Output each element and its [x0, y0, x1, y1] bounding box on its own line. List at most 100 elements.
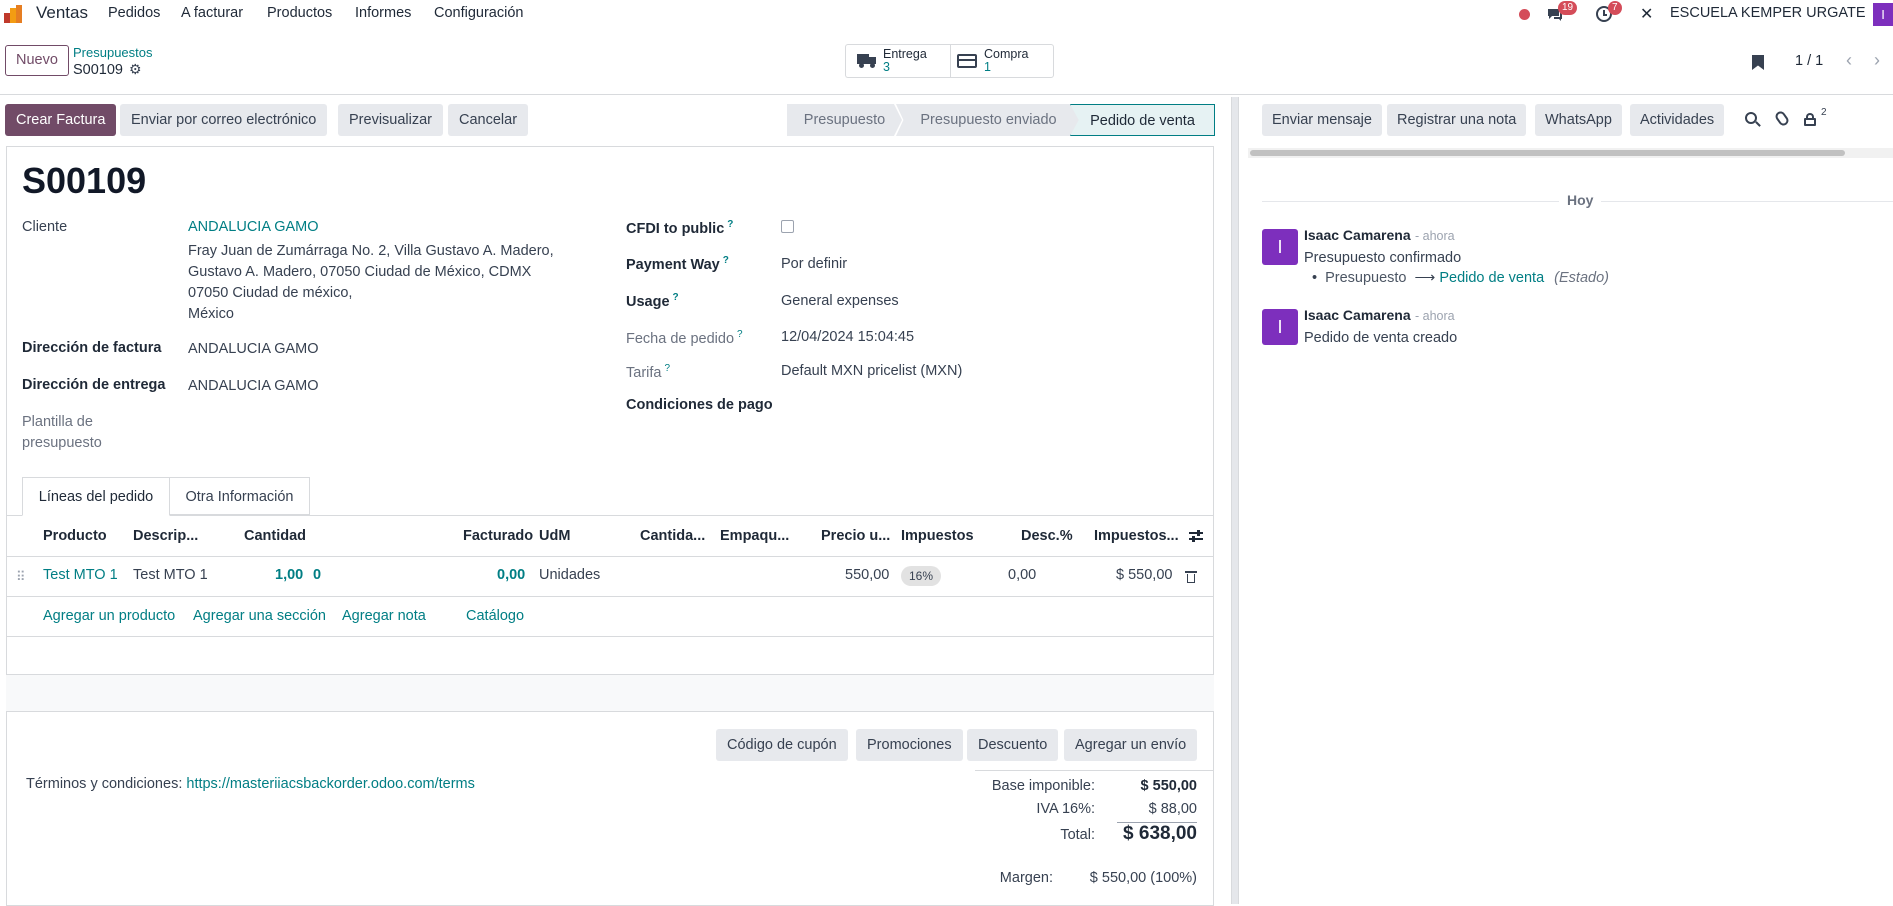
- col-subtotal[interactable]: Impuestos...: [1094, 528, 1179, 544]
- pane-splitter[interactable]: [1231, 97, 1239, 904]
- create-invoice-button[interactable]: Crear Factura: [5, 104, 117, 136]
- tracking-value: • Presupuesto ⟶ Pedido de venta (Estado): [1312, 270, 1609, 286]
- bookmark-icon[interactable]: [1752, 55, 1764, 70]
- send-email-button[interactable]: Enviar por correo electrónico: [120, 104, 328, 136]
- menu-configuracion[interactable]: Configuración: [434, 5, 524, 21]
- col-invoiced[interactable]: Facturado: [463, 528, 534, 544]
- menu-pedidos[interactable]: Pedidos: [108, 5, 161, 21]
- message-author[interactable]: Isaac Camarena: [1304, 227, 1411, 243]
- preview-button[interactable]: Previsualizar: [338, 104, 443, 136]
- breadcrumb-parent[interactable]: Presupuestos: [73, 45, 153, 60]
- col-unit-price[interactable]: Precio u...: [821, 528, 891, 544]
- empty-row: [6, 675, 1214, 712]
- add-section-link[interactable]: Agregar una sección: [193, 608, 326, 624]
- base-value: $ 550,00: [1140, 778, 1197, 794]
- coupon-code-button[interactable]: Código de cupón: [716, 729, 848, 761]
- order-date-label: Fecha de pedido?: [626, 329, 743, 347]
- address-line-2: Gustavo A. Madero, 07050 Ciudad de Méxic…: [188, 264, 532, 280]
- col-description[interactable]: Descrip...: [133, 528, 199, 544]
- credit-card-icon: [957, 54, 977, 68]
- line-tax-badge[interactable]: 16%: [901, 566, 942, 586]
- message-body: Presupuesto confirmado: [1304, 250, 1462, 266]
- avatar[interactable]: I: [1262, 309, 1298, 345]
- search-icon[interactable]: [1745, 112, 1761, 127]
- message-author[interactable]: Isaac Camarena: [1304, 307, 1411, 323]
- base-label: Base imponible:: [991, 778, 1095, 794]
- user-avatar[interactable]: I: [1873, 3, 1893, 26]
- terms-text: Términos y condiciones: https://masterii…: [26, 776, 475, 792]
- pager-value[interactable]: 1 / 1: [1795, 53, 1824, 69]
- new-button[interactable]: Nuevo: [5, 45, 69, 76]
- followers-lock-icon[interactable]: [1804, 113, 1816, 126]
- activities-button[interactable]: Actividades: [1630, 104, 1725, 136]
- col-product[interactable]: Producto: [43, 528, 107, 544]
- paperclip-icon[interactable]: [1773, 109, 1791, 128]
- message-time: - ahora: [1415, 309, 1455, 323]
- col-packaging[interactable]: Empaqu...: [720, 528, 790, 544]
- menu-productos[interactable]: Productos: [267, 5, 333, 21]
- payment-terms-label: Condiciones de pago: [626, 397, 773, 413]
- chatter-scrollbar-thumb[interactable]: [1250, 150, 1845, 156]
- line-quantity[interactable]: 1,00: [275, 567, 304, 583]
- col-taxes[interactable]: Impuestos: [901, 528, 974, 544]
- pager-next-icon[interactable]: ›: [1874, 50, 1880, 70]
- smart-button-entrega[interactable]: Entrega 3: [845, 44, 950, 78]
- pricelist-label: Tarifa?: [626, 363, 671, 381]
- payment-way-field[interactable]: Por definir: [781, 256, 848, 272]
- add-product-link[interactable]: Agregar un producto: [43, 608, 176, 624]
- row-divider-2: [6, 636, 1214, 637]
- table-header-divider: [6, 556, 1214, 557]
- cancel-button[interactable]: Cancelar: [448, 104, 529, 136]
- trash-icon[interactable]: [1185, 571, 1197, 583]
- line-product[interactable]: Test MTO 1: [43, 567, 118, 583]
- smart-button-entrega-label: Entrega: [883, 47, 927, 61]
- order-date-field[interactable]: 12/04/2024 15:04:45: [781, 329, 915, 345]
- tabs-divider: [6, 515, 1214, 516]
- smart-button-entrega-value: 3: [883, 60, 890, 74]
- col-uom[interactable]: UdM: [539, 528, 571, 544]
- stage-presupuesto[interactable]: Presupuesto: [787, 104, 902, 136]
- add-shipping-button[interactable]: Agregar un envío: [1064, 729, 1198, 761]
- stage-presupuesto-enviado[interactable]: Presupuesto enviado: [896, 104, 1081, 136]
- send-message-button[interactable]: Enviar mensaje: [1262, 104, 1382, 136]
- tab-order-lines[interactable]: Líneas del pedido: [22, 477, 170, 516]
- smart-button-compra[interactable]: Compra 1: [950, 44, 1054, 78]
- pager-previous-icon[interactable]: ‹: [1846, 50, 1852, 70]
- log-note-button[interactable]: Registrar una nota: [1387, 104, 1527, 136]
- status-dot-icon[interactable]: [1519, 9, 1530, 20]
- stage-pedido-de-venta[interactable]: Pedido de venta: [1070, 104, 1215, 136]
- col-discount[interactable]: Desc.%: [1021, 528, 1073, 544]
- customer-name[interactable]: ANDALUCIA GAMO: [188, 219, 319, 235]
- messages-icon[interactable]: [1546, 7, 1564, 22]
- terms-link[interactable]: https://masteriiacsbackorder.odoo.com/te…: [186, 776, 475, 792]
- avatar[interactable]: I: [1262, 229, 1298, 265]
- line-uom[interactable]: Unidades: [539, 567, 601, 583]
- line-description[interactable]: Test MTO 1: [133, 567, 208, 583]
- optional-columns-icon[interactable]: [1189, 529, 1203, 543]
- tab-other-info[interactable]: Otra Información: [170, 477, 310, 515]
- catalog-link[interactable]: Catálogo: [466, 608, 525, 624]
- add-note-link[interactable]: Agregar nota: [342, 608, 426, 624]
- line-discount[interactable]: 0,00: [1008, 567, 1037, 583]
- menu-informes[interactable]: Informes: [355, 5, 412, 21]
- drag-handle-icon[interactable]: ⠿: [16, 569, 25, 584]
- discount-button[interactable]: Descuento: [967, 729, 1059, 761]
- debug-tools-icon[interactable]: ✕: [1640, 6, 1654, 23]
- whatsapp-button[interactable]: WhatsApp: [1535, 104, 1622, 136]
- col-qty-packaging[interactable]: Cantida...: [640, 528, 706, 544]
- line-subtotal: $ 550,00: [1116, 567, 1173, 583]
- menu-a-facturar[interactable]: A facturar: [181, 5, 244, 21]
- usage-field[interactable]: General expenses: [781, 293, 899, 309]
- company-name[interactable]: ESCUELA KEMPER URGATE: [1670, 5, 1866, 21]
- app-name[interactable]: Ventas: [36, 3, 88, 22]
- col-quantity[interactable]: Cantidad: [244, 528, 307, 544]
- cfdi-label: CFDI to public?: [626, 219, 734, 237]
- cfdi-checkbox[interactable]: [781, 220, 794, 233]
- odoo-app-icon[interactable]: [4, 5, 26, 23]
- delivery-address-field[interactable]: ANDALUCIA GAMO: [188, 378, 319, 394]
- gear-icon[interactable]: ⚙: [129, 61, 142, 77]
- pricelist-field[interactable]: Default MXN pricelist (MXN): [781, 363, 963, 379]
- invoice-address-field[interactable]: ANDALUCIA GAMO: [188, 341, 319, 357]
- promotions-button[interactable]: Promociones: [856, 729, 963, 761]
- line-unit-price[interactable]: 550,00: [845, 567, 890, 583]
